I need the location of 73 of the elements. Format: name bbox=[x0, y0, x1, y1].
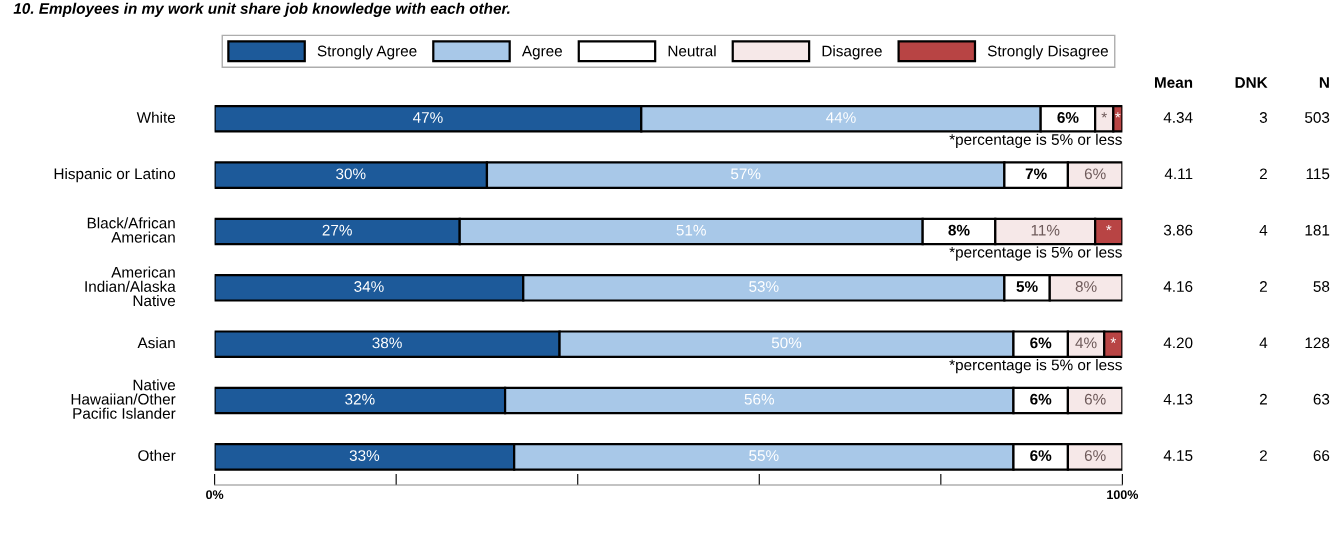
y-tick-label: Asian bbox=[137, 337, 175, 349]
annotation: *percentage is 5% or less bbox=[949, 359, 1122, 374]
data-label: 11% bbox=[1031, 224, 1060, 236]
data-label: 5% bbox=[1016, 281, 1038, 292]
text: 4.15 bbox=[1163, 450, 1193, 461]
data-label: 8% bbox=[1075, 281, 1097, 292]
text: 4.16 bbox=[1163, 281, 1193, 292]
text: 63 bbox=[1313, 393, 1330, 405]
data-label: 4% bbox=[1075, 337, 1097, 349]
x-tick-label: 0% bbox=[206, 490, 224, 500]
y-tick-label: White bbox=[136, 111, 176, 123]
data-label: 38% bbox=[372, 337, 402, 349]
y-tick-label: Other bbox=[138, 449, 176, 461]
data-label: 47% bbox=[413, 112, 443, 123]
y-tick-label: American Indian/Alaska Native bbox=[85, 266, 176, 307]
text: 4.11 bbox=[1164, 168, 1193, 180]
text: 4.13 bbox=[1163, 393, 1193, 405]
data-label: 30% bbox=[336, 168, 366, 180]
data-label: * bbox=[1101, 112, 1107, 118]
data-label: * bbox=[1110, 337, 1117, 343]
text: 2 bbox=[1259, 281, 1267, 292]
legend-label: Strongly Agree bbox=[317, 45, 417, 60]
y-tick-label: Hispanic or Latino bbox=[54, 168, 176, 183]
text: 66 bbox=[1313, 450, 1330, 461]
data-label: 6% bbox=[1084, 393, 1106, 405]
text: 3.86 bbox=[1163, 224, 1193, 236]
data-label: 53% bbox=[749, 281, 779, 292]
text: 2 bbox=[1259, 393, 1267, 405]
data-label: * bbox=[1115, 112, 1121, 118]
data-label: * bbox=[1106, 224, 1112, 231]
data-label: 55% bbox=[749, 450, 779, 461]
text: 181 bbox=[1305, 224, 1330, 236]
text: 503 bbox=[1305, 112, 1330, 123]
y-tick-label: Native Hawaiian/Other Pacific Islander bbox=[71, 379, 176, 419]
data-label: 50% bbox=[771, 337, 802, 349]
data-label: 27% bbox=[322, 224, 352, 236]
data-label: 6% bbox=[1030, 450, 1052, 461]
data-label: 33% bbox=[349, 450, 380, 461]
text: 4 bbox=[1259, 337, 1268, 349]
data-label: 6% bbox=[1084, 168, 1106, 180]
text: 4.20 bbox=[1163, 337, 1193, 349]
text: 2 bbox=[1259, 450, 1267, 461]
legend-label: Strongly Disagree bbox=[987, 45, 1108, 60]
data-label: 6% bbox=[1030, 393, 1052, 405]
data-label: 6% bbox=[1084, 450, 1106, 461]
text: 58 bbox=[1313, 281, 1330, 292]
data-label: 6% bbox=[1057, 112, 1079, 123]
text: 2 bbox=[1259, 168, 1267, 180]
annotation: *percentage is 5% or less bbox=[949, 246, 1122, 261]
data-label: 34% bbox=[354, 281, 384, 292]
legend-label: Agree bbox=[521, 45, 562, 60]
text: 128 bbox=[1305, 337, 1330, 349]
chart-title: 10. Employees in my work unit share job knowledge with each other. bbox=[13, 2, 510, 17]
category-label: N bbox=[1319, 77, 1329, 88]
data-label: 8% bbox=[948, 224, 970, 236]
annotation: *percentage is 5% or less bbox=[949, 133, 1122, 148]
legend-label: Disagree bbox=[822, 45, 882, 60]
text: 4.34 bbox=[1163, 112, 1193, 123]
category-label: Mean bbox=[1155, 77, 1193, 88]
category-label: DNK bbox=[1235, 77, 1268, 88]
text: 4 bbox=[1259, 224, 1268, 236]
data-label: 32% bbox=[345, 393, 375, 405]
y-tick-label: Black/African American bbox=[87, 217, 175, 243]
legend-label: Neutral bbox=[668, 45, 716, 57]
data-label: 7% bbox=[1025, 168, 1047, 180]
data-label: 51% bbox=[676, 224, 706, 236]
data-label: 6% bbox=[1030, 337, 1052, 349]
x-tick-label: 100% bbox=[1107, 490, 1139, 500]
text: 3 bbox=[1259, 112, 1268, 123]
text: 115 bbox=[1306, 168, 1330, 180]
data-label: 56% bbox=[744, 393, 775, 405]
data-label: 44% bbox=[826, 112, 856, 123]
data-label: 57% bbox=[730, 168, 761, 180]
